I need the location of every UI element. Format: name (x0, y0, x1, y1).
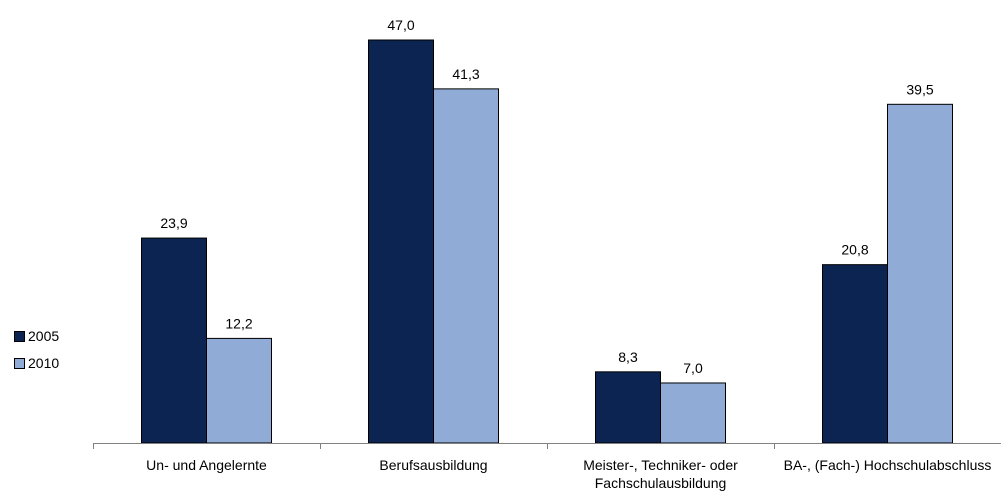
value-label-2005-0: 23,9 (160, 215, 187, 231)
bar-2005-3 (822, 264, 888, 444)
legend-swatch-2010 (14, 357, 25, 369)
legend-swatch-2005 (14, 330, 25, 342)
bar-2010-3 (887, 103, 953, 444)
bars-layer (141, 39, 953, 444)
value-label-2010-0: 12,2 (225, 315, 252, 331)
value-label-2005-1: 47,0 (387, 17, 414, 33)
category-labels-layer: Un- und Angelernte Berufsausbildung Meiste… (146, 457, 991, 491)
legend-label-2010: 2010 (28, 355, 60, 371)
x-axis (93, 443, 1001, 449)
value-label-2010-1: 41,3 (452, 66, 479, 82)
value-label-2010-2: 7,0 (683, 360, 703, 376)
legend-item-2005: 2005 (14, 326, 59, 346)
legend: 2005 2010 (14, 326, 59, 380)
category-label-3: BA-, (Fach-) Hochschulabschluss (784, 457, 992, 473)
value-label-2005-3: 20,8 (841, 242, 868, 258)
category-label-2: Fachschulausbildung (595, 475, 727, 491)
value-label-2005-2: 8,3 (618, 349, 638, 365)
value-labels-layer: 23,9 12,2 47,0 41,3 8,3 7,0 20,8 39,5 (160, 17, 933, 376)
bar-2010-0 (206, 337, 272, 444)
bar-2010-1 (433, 88, 499, 444)
value-label-2010-3: 39,5 (906, 81, 933, 97)
category-label-2: Meister-, Techniker- oder (583, 457, 738, 473)
bar-2005-1 (368, 39, 434, 444)
legend-item-2010: 2010 (14, 353, 59, 373)
category-label-0: Un- und Angelernte (146, 457, 267, 473)
legend-label-2005: 2005 (28, 328, 60, 344)
bar-2010-2 (660, 382, 726, 444)
bar-2005-2 (595, 371, 661, 444)
category-label-1: Berufsausbildung (379, 457, 487, 473)
bar-2005-0 (141, 237, 207, 444)
